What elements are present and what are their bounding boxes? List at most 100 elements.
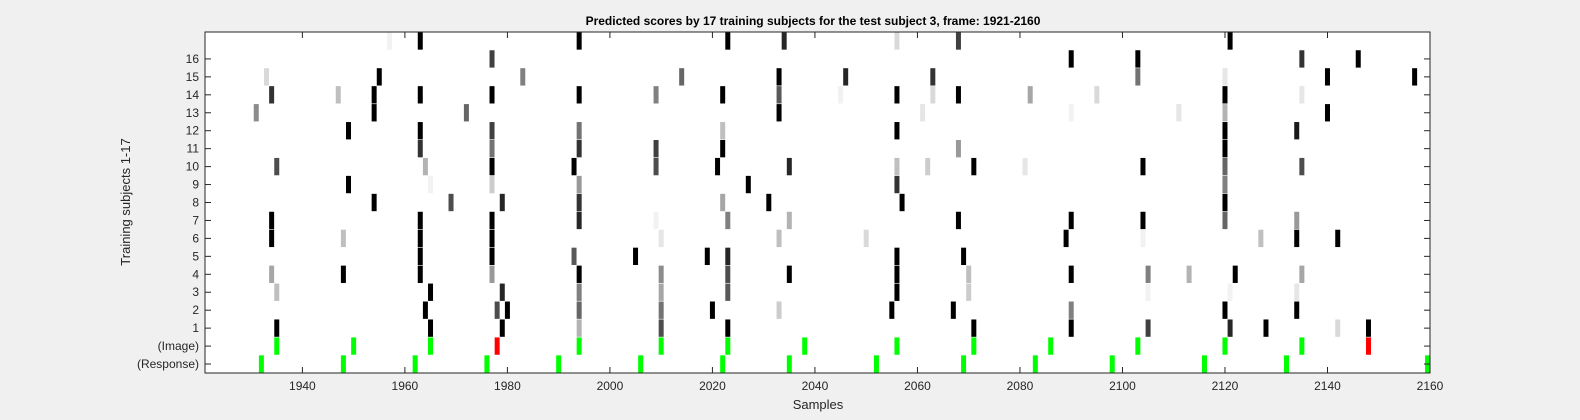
- score-cell: [658, 319, 664, 337]
- score-cell: [1145, 319, 1151, 337]
- score-cell: [950, 301, 956, 319]
- score-cell: [1232, 265, 1238, 283]
- image-cell: [428, 337, 434, 355]
- response-cell: [873, 355, 879, 373]
- score-cell: [1068, 104, 1074, 122]
- x-axis-label: Samples: [793, 397, 844, 412]
- x-tick-label: 2020: [699, 379, 726, 393]
- score-cell: [966, 283, 972, 301]
- score-cell: [576, 211, 582, 230]
- score-cell: [894, 122, 900, 140]
- score-cell: [843, 68, 849, 86]
- score-cell: [1094, 86, 1100, 104]
- score-cell: [1335, 319, 1341, 337]
- score-cell: [269, 211, 275, 230]
- score-cell: [1258, 229, 1264, 248]
- score-cell: [1324, 104, 1330, 122]
- score-cell: [576, 139, 582, 158]
- score-cell: [1140, 229, 1146, 248]
- score-cell: [720, 86, 726, 104]
- score-cell: [899, 193, 905, 212]
- score-cell: [1294, 229, 1300, 248]
- score-cell: [633, 247, 639, 266]
- score-cell: [725, 319, 731, 337]
- score-cell: [1140, 211, 1146, 230]
- response-cell: [786, 355, 792, 373]
- score-cell: [576, 86, 582, 104]
- x-tick-label: 1980: [494, 379, 521, 393]
- score-cell: [894, 247, 900, 266]
- y-tick-label: 2: [192, 303, 199, 317]
- response-cell: [412, 355, 418, 373]
- score-cell: [346, 122, 352, 140]
- image-cell: [274, 337, 280, 355]
- score-cell: [1068, 50, 1074, 68]
- y-tick-label: 3: [192, 285, 199, 299]
- score-cell: [340, 229, 346, 248]
- score-cell: [576, 283, 582, 301]
- score-cell: [658, 229, 664, 248]
- score-cell: [335, 86, 341, 104]
- score-cell: [1222, 104, 1228, 122]
- score-cell: [653, 211, 659, 230]
- y-tick-label: 4: [192, 267, 199, 281]
- x-tick-label: 2000: [597, 379, 624, 393]
- score-cell: [499, 319, 505, 337]
- score-cell: [489, 86, 495, 104]
- score-cell: [417, 139, 423, 158]
- score-cell: [1294, 211, 1300, 230]
- score-cell: [1299, 86, 1305, 104]
- score-cell: [371, 104, 377, 122]
- score-cell: [489, 175, 495, 194]
- score-cell: [1063, 229, 1069, 248]
- score-cell: [1222, 86, 1228, 104]
- score-cell: [253, 104, 259, 122]
- score-cell: [894, 265, 900, 283]
- score-cell: [371, 193, 377, 212]
- x-tick-label: 2100: [1109, 379, 1136, 393]
- score-cell: [417, 247, 423, 266]
- y-tick-label: (Image): [158, 339, 199, 353]
- score-cell: [1222, 175, 1228, 194]
- image-cell: [802, 337, 808, 355]
- score-cell: [658, 301, 664, 319]
- image-cell: [1048, 337, 1054, 355]
- score-cell: [1355, 50, 1361, 68]
- score-cell: [489, 211, 495, 230]
- chart-title: Predicted scores by 17 training subjects…: [586, 14, 1041, 28]
- score-cell: [274, 283, 280, 301]
- score-cell: [417, 122, 423, 140]
- score-cell: [422, 301, 428, 319]
- score-cell: [955, 211, 961, 230]
- score-cell: [1068, 301, 1074, 319]
- score-cell: [1068, 211, 1074, 230]
- x-tick-label: 1960: [392, 379, 419, 393]
- score-cell: [422, 157, 428, 176]
- heatmap-cells: [253, 32, 1430, 373]
- score-cell: [1294, 283, 1300, 301]
- score-cell: [428, 175, 434, 194]
- score-cell: [930, 68, 936, 86]
- score-cell: [725, 283, 731, 301]
- y-tick-label: 9: [192, 178, 199, 192]
- score-cell: [966, 265, 972, 283]
- score-cell: [1227, 32, 1233, 50]
- score-cell: [489, 265, 495, 283]
- score-cell: [340, 265, 346, 283]
- score-cell: [745, 175, 751, 194]
- y-tick-label: 7: [192, 213, 199, 227]
- image-cell: [351, 337, 357, 355]
- image-cell: [658, 337, 664, 355]
- score-cell: [1135, 68, 1141, 86]
- score-cell: [1140, 157, 1146, 176]
- score-cell: [838, 86, 844, 104]
- score-cell: [576, 319, 582, 337]
- score-cell: [971, 319, 977, 337]
- score-cell: [274, 319, 280, 337]
- y-tick-label: 8: [192, 196, 199, 210]
- x-tick-label: 1940: [289, 379, 316, 393]
- score-cell: [1263, 319, 1269, 337]
- score-cell: [1135, 50, 1141, 68]
- score-cell: [1294, 301, 1300, 319]
- score-cell: [1412, 68, 1418, 86]
